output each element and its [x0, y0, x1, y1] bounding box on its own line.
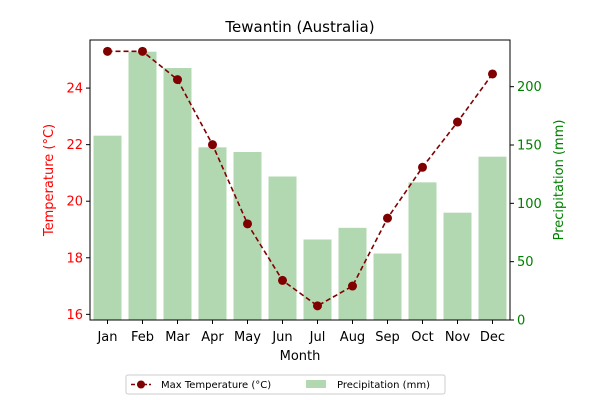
temperature-point-jul: [313, 301, 322, 311]
chart-title: Tewantin (Australia): [224, 18, 374, 36]
precipitation-bars: [93, 51, 507, 321]
x-tick-label-jan: Jan: [96, 330, 117, 345]
x-tick-label-aug: Aug: [340, 330, 365, 345]
precipitation-bar-feb: [128, 51, 157, 321]
right-axis-label: Precipitation (mm): [552, 120, 567, 241]
right-tick-label: 150: [517, 139, 542, 154]
precipitation-bar-oct: [408, 182, 437, 320]
x-tick-label-sep: Sep: [375, 330, 400, 345]
left-axis-label: Temperature (°C): [42, 124, 57, 237]
x-tick-label-jun: Jun: [271, 330, 292, 345]
left-tick-label: 20: [66, 195, 83, 210]
temperature-point-dec: [488, 69, 497, 79]
x-tick-label-mar: Mar: [165, 330, 190, 345]
legend-frame: [125, 374, 446, 395]
left-tick-label: 18: [66, 251, 83, 266]
right-tick-label: 200: [517, 80, 542, 95]
left-tick-label: 22: [66, 138, 83, 153]
temperature-line-layer: [103, 46, 497, 311]
legend-point-marker: [137, 380, 145, 389]
right-tick-label: 50: [517, 255, 534, 270]
legend-label-temperature: Max Temperature (°C): [161, 380, 271, 391]
temperature-point-nov: [453, 117, 462, 127]
precipitation-bar-sep: [373, 253, 402, 320]
temperature-point-may: [243, 219, 252, 229]
x-tick-label-may: May: [234, 330, 261, 345]
x-tick-label-oct: Oct: [411, 330, 433, 345]
x-tick-label-nov: Nov: [445, 330, 471, 345]
precipitation-bar-jan: [93, 135, 122, 320]
temperature-point-mar: [173, 75, 182, 85]
precipitation-bar-may: [233, 152, 262, 320]
left-tick-label: 24: [66, 82, 83, 97]
right-axis-ticks: 0 50 100 150 200: [510, 80, 542, 329]
temperature-point-aug: [348, 281, 357, 291]
right-tick-label: 0: [517, 314, 525, 329]
left-axis-ticks: 16 18 20 22 24: [66, 82, 90, 323]
legend: Max Temperature (°C) Precipitation (mm): [125, 374, 446, 395]
temperature-point-jun: [278, 275, 287, 285]
precipitation-bar-apr: [198, 147, 227, 320]
x-tick-label-dec: Dec: [480, 330, 505, 345]
x-tick-label-feb: Feb: [131, 330, 154, 345]
right-tick-label: 100: [517, 197, 542, 212]
precipitation-bar-jun: [268, 176, 297, 320]
precipitation-bar-dec: [478, 156, 507, 320]
x-tick-label-apr: Apr: [201, 330, 224, 345]
x-axis-label: Month: [280, 349, 321, 364]
precipitation-bar-aug: [338, 227, 367, 320]
legend-bar-swatch: [306, 380, 326, 388]
temperature-point-apr: [208, 140, 217, 150]
temperature-point-oct: [418, 162, 427, 172]
x-axis-ticks: Jan Feb Mar Apr May Jun Jul Aug Sep Oct Nov Dec: [96, 320, 505, 345]
precipitation-bar-mar: [163, 68, 192, 320]
precipitation-bar-nov: [443, 212, 472, 320]
temperature-line: [107, 50, 494, 307]
left-tick-label: 16: [66, 308, 83, 323]
temperature-point-jan: [103, 46, 112, 56]
legend-label-precipitation: Precipitation (mm): [337, 380, 430, 391]
temperature-point-sep: [383, 213, 392, 223]
plot-frame: [89, 39, 511, 321]
temperature-point-feb: [138, 46, 147, 56]
x-tick-label-jul: Jul: [309, 330, 326, 345]
